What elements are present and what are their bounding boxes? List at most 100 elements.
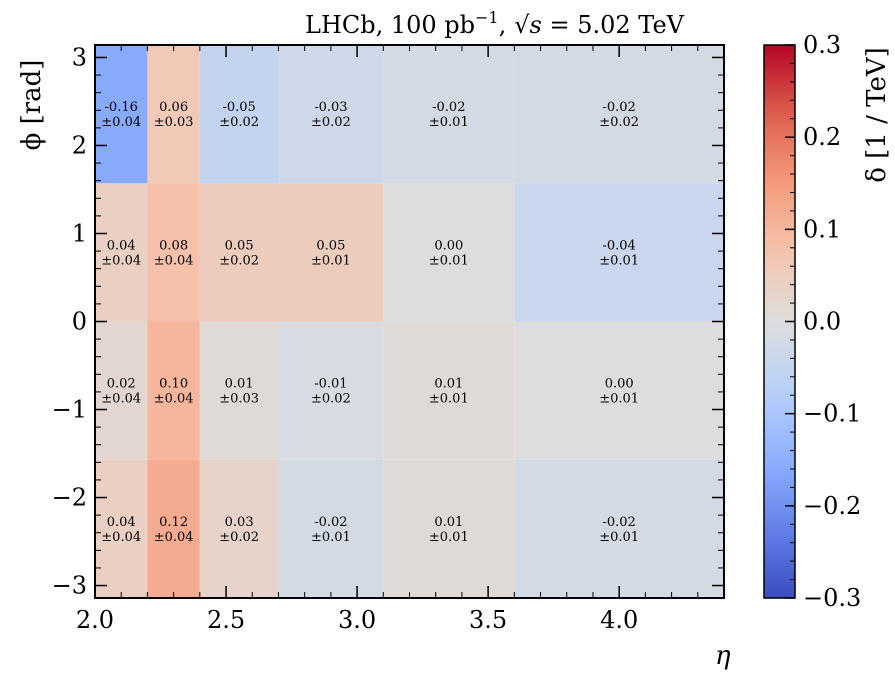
colorbar-tick-label: 0.0 [803, 308, 841, 336]
cell-error-label: ±0.04 [154, 530, 194, 545]
cell-value-label: -0.02 [602, 100, 635, 115]
cell-error-label: ±0.04 [101, 253, 141, 268]
cell-error-label: ±0.02 [311, 392, 351, 407]
cell-value-label: 0.01 [434, 377, 463, 392]
cell-value-label: 0.12 [159, 515, 188, 530]
title-separator: , [499, 11, 507, 39]
y-tick-label: −2 [52, 484, 87, 512]
heatmap-cell [199, 45, 279, 184]
cell-error-label: ±0.03 [154, 115, 194, 130]
title-experiment: LHCb, 100 pb [305, 11, 475, 39]
cell-error-label: ±0.01 [599, 392, 639, 407]
cell-error-label: ±0.04 [101, 530, 141, 545]
cell-error-label: ±0.04 [101, 115, 141, 130]
heatmap-cell [199, 183, 279, 322]
heatmap-cell [278, 459, 384, 598]
cell-value-label: 0.01 [225, 377, 254, 392]
x-tick-label: 2.5 [207, 606, 245, 634]
cell-error-label: ±0.01 [429, 253, 469, 268]
chart-title: LHCb, 100 pb−1, √s = 5.02 TeV [305, 8, 685, 39]
y-axis-ticks: −3 −2 −1 0 1 2 3 [52, 43, 724, 600]
colorbar-title: δ [1 / TeV] [862, 47, 892, 183]
cell-error-label: ±0.01 [599, 253, 639, 268]
y-tick-label: 3 [72, 43, 87, 71]
cell-value-label: 0.05 [225, 238, 254, 253]
heatmap-cell [383, 183, 515, 322]
y-tick-label: 0 [72, 308, 87, 336]
cell-error-label: ±0.02 [219, 253, 259, 268]
colorbar-tick-label: −0.1 [803, 400, 861, 428]
x-axis-ticks: 2.0 2.5 3.0 3.5 4.0 [76, 45, 725, 634]
y-tick-label: 2 [72, 131, 87, 159]
y-tick-label: −3 [52, 572, 87, 600]
heatmap-cell [95, 321, 148, 460]
title-energy: = 5.02 TeV [542, 11, 685, 39]
cell-error-label: ±0.04 [154, 253, 194, 268]
x-tick-label: 3.0 [338, 606, 376, 634]
heatmap-cell [147, 459, 200, 598]
cell-value-label: -0.04 [602, 238, 635, 253]
cell-value-label: -0.01 [314, 377, 347, 392]
colorbar-tick-label: −0.2 [803, 492, 861, 520]
y-axis-title: ϕ [rad] [17, 60, 47, 151]
heatmap-cell [514, 183, 724, 322]
y-tick-label: 1 [72, 219, 87, 247]
cell-error-label: ±0.04 [154, 392, 194, 407]
cell-value-label: -0.02 [432, 100, 465, 115]
heatmap-cells [95, 45, 724, 598]
cell-value-label: 0.08 [159, 238, 188, 253]
x-tick-label: 4.0 [600, 606, 638, 634]
cell-error-label: ±0.03 [219, 392, 259, 407]
heatmap-cell [278, 45, 384, 184]
colorbar-tick-label: 0.2 [803, 123, 841, 151]
heatmap-cell [95, 183, 148, 322]
cell-value-label: 0.01 [434, 515, 463, 530]
heatmap-cell [147, 183, 200, 322]
heatmap-cell-labels: 0.04±0.040.12±0.040.03±0.02-0.02±0.010.0… [101, 100, 639, 545]
heatmap-cell [514, 45, 724, 184]
cell-value-label: 0.04 [107, 515, 136, 530]
heatmap-cell [147, 321, 200, 460]
cell-value-label: -0.02 [602, 515, 635, 530]
cell-value-label: 0.06 [159, 100, 188, 115]
heatmap-cell [199, 321, 279, 460]
heatmap-cell [199, 459, 279, 598]
cell-value-label: 0.00 [434, 238, 463, 253]
colorbar: −0.3 −0.2 −0.1 0.0 0.1 0.2 0.3 [763, 31, 861, 612]
cell-value-label: 0.00 [605, 377, 634, 392]
heatmap-cell [383, 321, 515, 460]
heatmap-cell [514, 321, 724, 460]
heatmap-cell [383, 45, 515, 184]
y-tick-label: −1 [52, 396, 87, 424]
heatmap-cell [383, 459, 515, 598]
x-tick-label: 3.5 [469, 606, 507, 634]
cell-value-label: 0.03 [225, 515, 254, 530]
cell-error-label: ±0.01 [311, 530, 351, 545]
heatmap-cell [514, 459, 724, 598]
cell-error-label: ±0.01 [311, 253, 351, 268]
cell-error-label: ±0.02 [219, 530, 259, 545]
x-tick-label: 2.0 [76, 606, 114, 634]
title-lumi-exponent: −1 [475, 8, 499, 27]
colorbar-tick-label: −0.3 [803, 584, 861, 612]
cell-value-label: 0.10 [159, 377, 188, 392]
cell-value-label: -0.16 [105, 100, 138, 115]
colorbar-ticks: −0.3 −0.2 −0.1 0.0 0.1 0.2 0.3 [785, 31, 861, 612]
x-axis-title: η [715, 641, 731, 670]
colorbar-tick-label: 0.3 [803, 31, 841, 59]
cell-error-label: ±0.01 [429, 115, 469, 130]
title-sqrt-s: √s [514, 11, 542, 39]
cell-error-label: ±0.02 [219, 115, 259, 130]
cell-value-label: 0.02 [107, 377, 136, 392]
cell-error-label: ±0.01 [429, 530, 469, 545]
heatmap-cell [95, 45, 148, 184]
colorbar-tick-label: 0.1 [803, 215, 841, 243]
cell-error-label: ±0.01 [599, 530, 639, 545]
heatmap-cell [278, 321, 384, 460]
cell-value-label: -0.02 [314, 515, 347, 530]
cell-value-label: -0.03 [314, 100, 347, 115]
cell-value-label: -0.05 [222, 100, 255, 115]
heatmap-cell [95, 459, 148, 598]
heatmap-cell [147, 45, 200, 184]
